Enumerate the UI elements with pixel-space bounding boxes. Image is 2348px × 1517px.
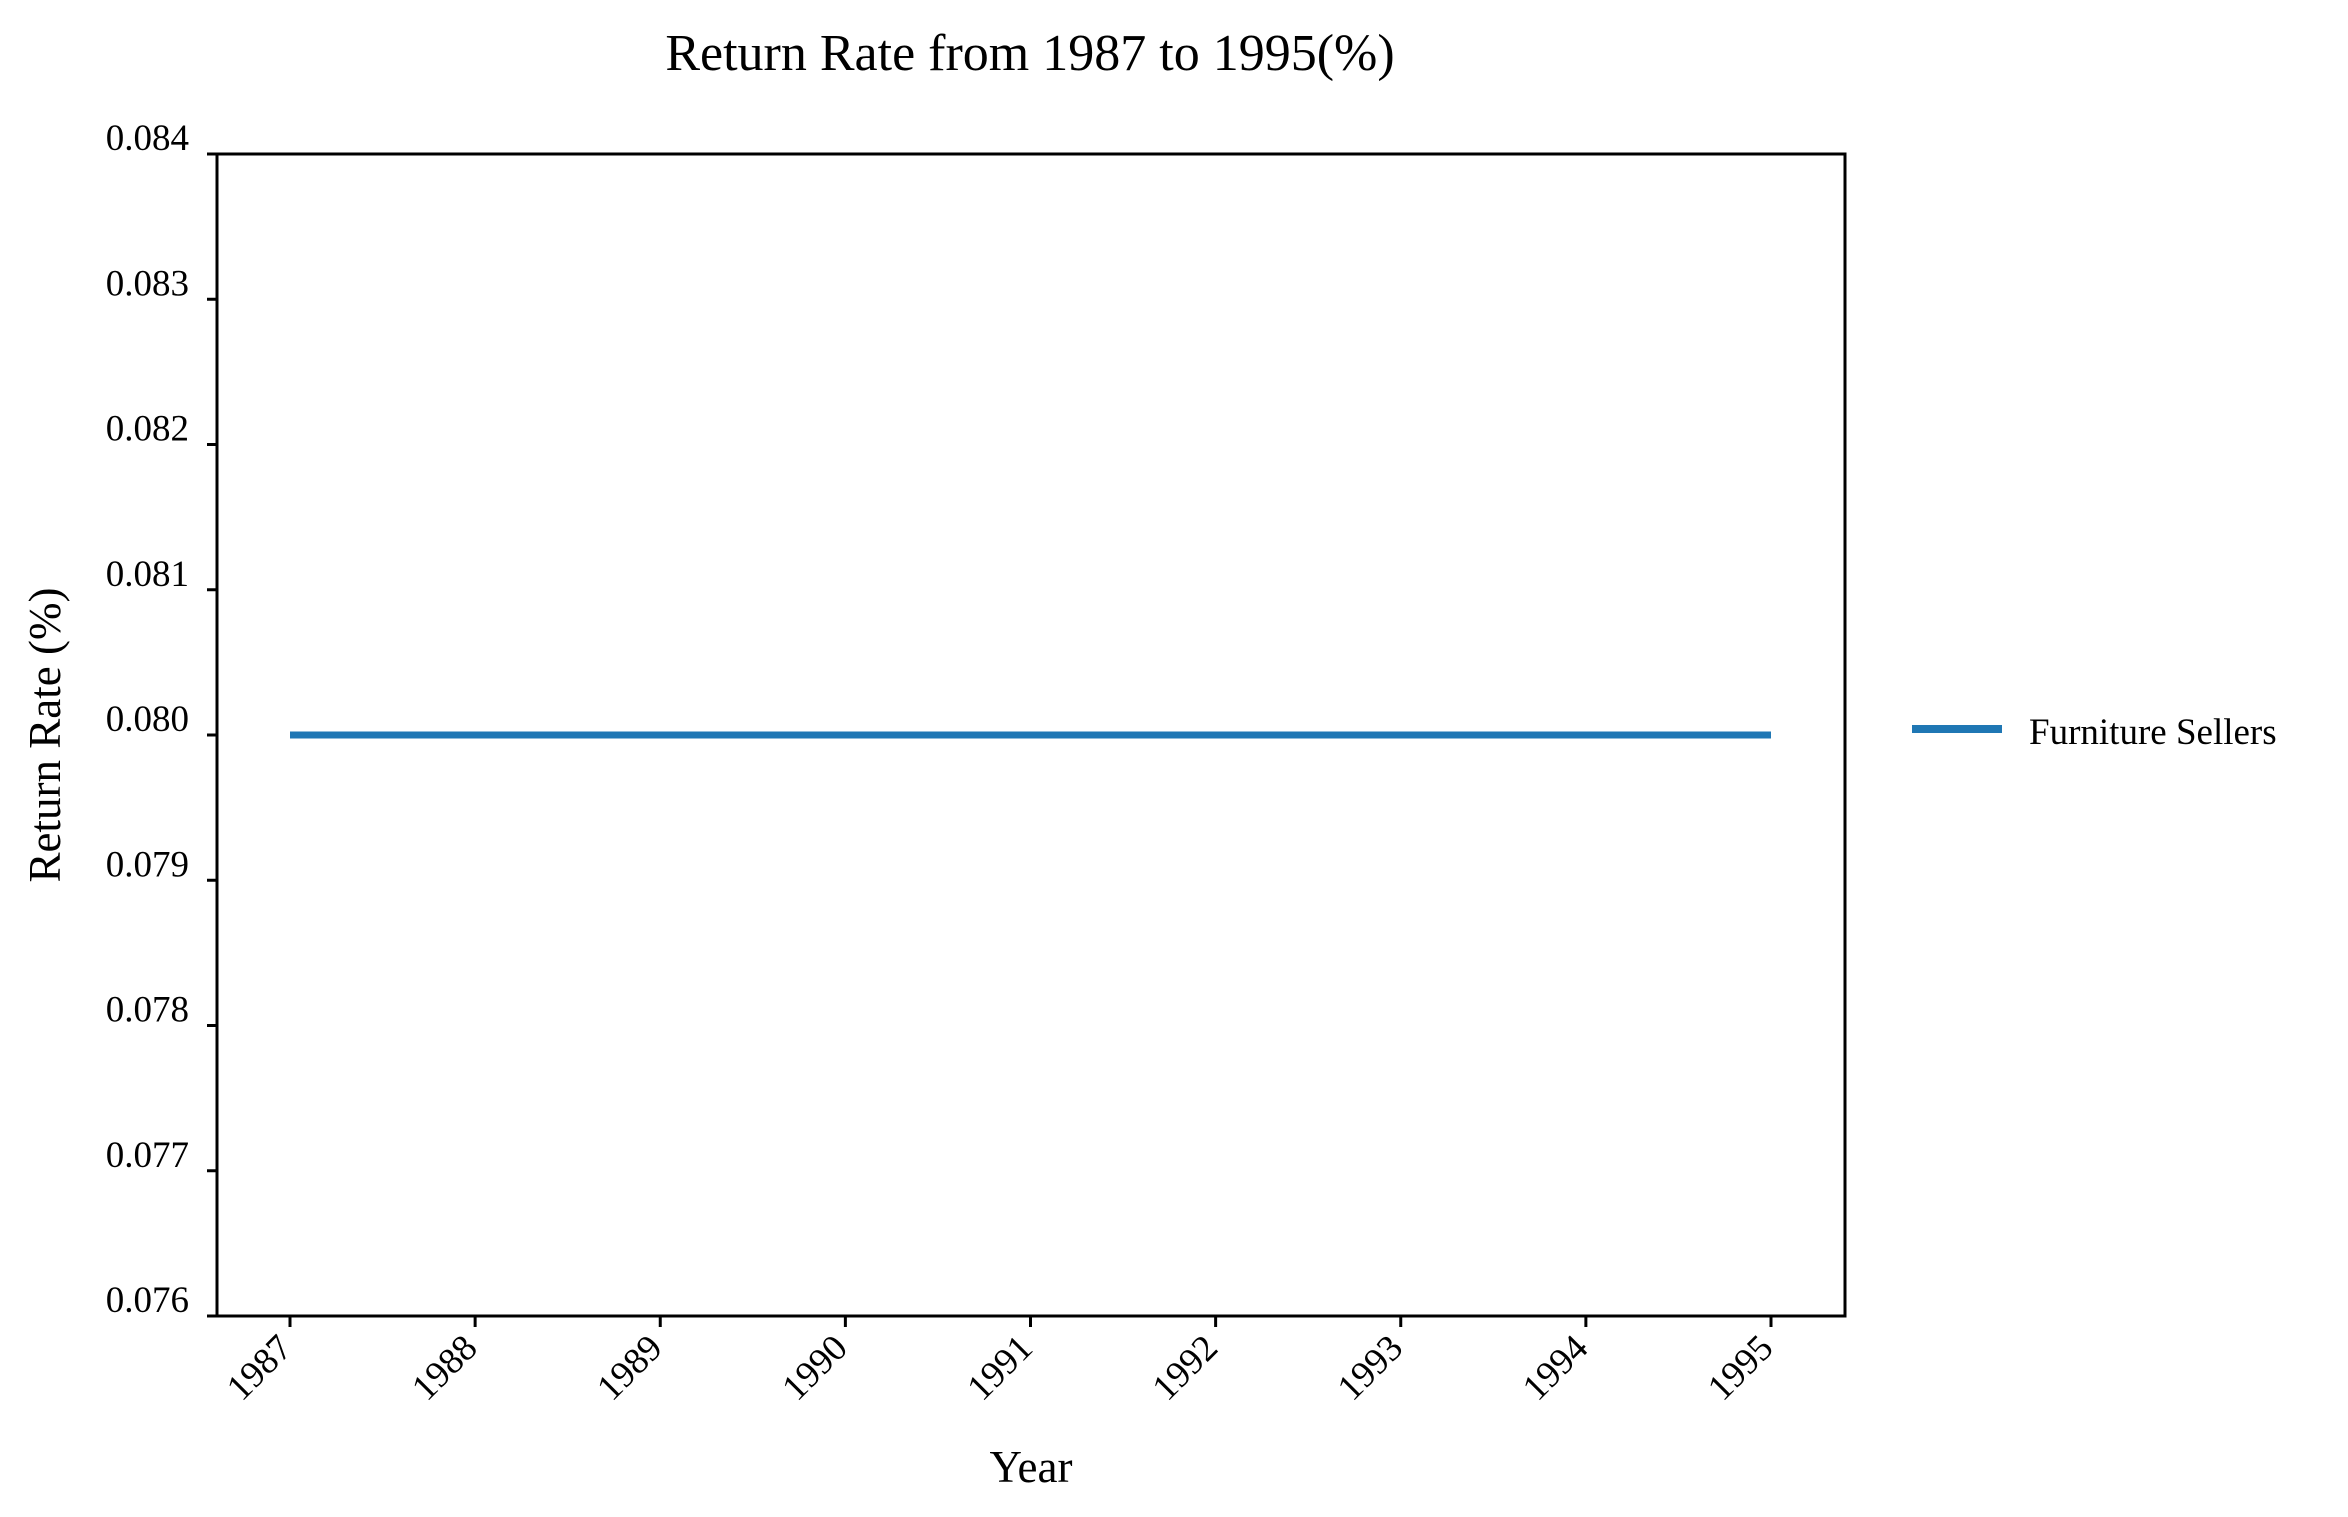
x-tick-label: 1989 — [589, 1327, 670, 1408]
y-tick-label: 0.079 — [106, 844, 189, 885]
y-tick-label: 0.078 — [106, 990, 189, 1031]
y-tick-label: 0.077 — [106, 1135, 189, 1176]
y-tick-label: 0.083 — [106, 263, 189, 304]
y-axis: 0.076 0.077 0.078 0.079 0.080 0.081 0.082 0.083… — [106, 118, 217, 1321]
y-axis-label: Return Rate (%) — [20, 588, 70, 883]
x-axis-label: Year — [990, 1442, 1073, 1492]
x-tick-label: 1990 — [774, 1327, 855, 1408]
x-tick-label: 1994 — [1515, 1327, 1596, 1408]
x-tick-label: 1992 — [1145, 1327, 1226, 1408]
chart-title: Return Rate from 1987 to 1995(%) — [665, 25, 1394, 82]
legend-label: Furniture Sellers — [2029, 712, 2277, 753]
x-tick-label: 1987 — [219, 1327, 300, 1408]
y-tick-label: 0.080 — [106, 699, 189, 740]
y-tick-label: 0.081 — [106, 554, 189, 595]
y-tick-label: 0.082 — [106, 409, 189, 450]
x-tick-label: 1993 — [1330, 1327, 1411, 1408]
legend: Furniture Sellers — [1912, 712, 2277, 753]
y-tick-label: 0.084 — [106, 118, 189, 159]
x-tick-label: 1995 — [1700, 1327, 1781, 1408]
x-tick-label: 1991 — [960, 1327, 1041, 1408]
x-tick-label: 1988 — [404, 1327, 485, 1408]
x-axis: 1987 1988 1989 1990 1991 1992 1993 1994 1995 — [219, 1316, 1781, 1409]
y-tick-label: 0.076 — [106, 1280, 189, 1321]
